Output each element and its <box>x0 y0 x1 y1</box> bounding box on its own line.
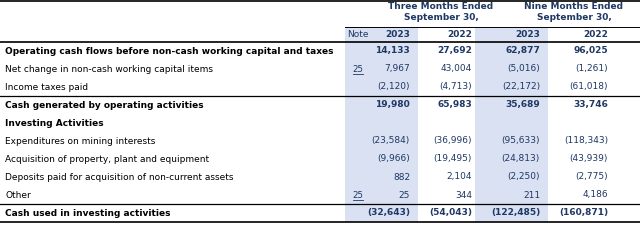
Bar <box>345 132 418 150</box>
Bar <box>345 150 418 168</box>
Text: Three Months Ended
September 30,: Three Months Ended September 30, <box>388 2 493 22</box>
Text: Other: Other <box>5 191 31 199</box>
Text: (32,643): (32,643) <box>367 208 410 218</box>
Text: (19,495): (19,495) <box>434 155 472 164</box>
Bar <box>345 96 418 114</box>
Text: (95,633): (95,633) <box>502 136 540 145</box>
Text: 2022: 2022 <box>583 30 608 39</box>
Text: 25: 25 <box>353 191 364 199</box>
Text: 882: 882 <box>393 172 410 182</box>
Bar <box>475 168 548 186</box>
Bar <box>475 27 548 42</box>
Text: Expenditures on mining interests: Expenditures on mining interests <box>5 136 156 145</box>
Text: (22,172): (22,172) <box>502 82 540 92</box>
Text: Cash generated by operating activities: Cash generated by operating activities <box>5 101 204 109</box>
Text: (9,966): (9,966) <box>377 155 410 164</box>
Bar <box>475 96 548 114</box>
Bar <box>345 60 418 78</box>
Bar <box>345 27 418 42</box>
Text: (36,996): (36,996) <box>433 136 472 145</box>
Text: (2,120): (2,120) <box>378 82 410 92</box>
Text: Cash used in investing activities: Cash used in investing activities <box>5 208 170 218</box>
Text: 2022: 2022 <box>447 30 472 39</box>
Text: Nine Months Ended
September 30,: Nine Months Ended September 30, <box>525 2 623 22</box>
Text: 2,104: 2,104 <box>447 172 472 182</box>
Bar <box>475 78 548 96</box>
Text: Operating cash flows before non-cash working capital and taxes: Operating cash flows before non-cash wor… <box>5 46 333 55</box>
Text: 33,746: 33,746 <box>573 101 608 109</box>
Text: (4,713): (4,713) <box>440 82 472 92</box>
Text: (1,261): (1,261) <box>575 65 608 74</box>
Text: Deposits paid for acquisition of non-current assets: Deposits paid for acquisition of non-cur… <box>5 172 234 182</box>
Text: (5,016): (5,016) <box>508 65 540 74</box>
Text: (54,043): (54,043) <box>429 208 472 218</box>
Bar <box>345 204 418 222</box>
Text: 35,689: 35,689 <box>505 101 540 109</box>
Bar <box>475 132 548 150</box>
Text: (118,343): (118,343) <box>564 136 608 145</box>
Text: Note: Note <box>348 30 369 39</box>
Text: (23,584): (23,584) <box>372 136 410 145</box>
Text: 14,133: 14,133 <box>375 46 410 55</box>
Text: 25: 25 <box>353 65 364 74</box>
Text: Investing Activities: Investing Activities <box>5 118 104 128</box>
Text: 4,186: 4,186 <box>582 191 608 199</box>
Text: (43,939): (43,939) <box>570 155 608 164</box>
Text: (24,813): (24,813) <box>502 155 540 164</box>
Text: (2,775): (2,775) <box>575 172 608 182</box>
Text: 65,983: 65,983 <box>437 101 472 109</box>
Bar <box>475 204 548 222</box>
Text: (2,250): (2,250) <box>508 172 540 182</box>
Bar <box>475 42 548 60</box>
Bar <box>345 186 418 204</box>
Text: 344: 344 <box>455 191 472 199</box>
Text: Net change in non-cash working capital items: Net change in non-cash working capital i… <box>5 65 213 74</box>
Text: 43,004: 43,004 <box>441 65 472 74</box>
Text: 19,980: 19,980 <box>375 101 410 109</box>
Text: 2023: 2023 <box>515 30 540 39</box>
Bar <box>345 78 418 96</box>
Text: 2023: 2023 <box>385 30 410 39</box>
Text: 7,967: 7,967 <box>384 65 410 74</box>
Bar <box>345 42 418 60</box>
Bar <box>475 186 548 204</box>
Bar <box>345 168 418 186</box>
Bar <box>345 114 418 132</box>
Text: 62,877: 62,877 <box>505 46 540 55</box>
Bar <box>475 60 548 78</box>
Text: (160,871): (160,871) <box>559 208 608 218</box>
Text: 96,025: 96,025 <box>573 46 608 55</box>
Text: Income taxes paid: Income taxes paid <box>5 82 88 92</box>
Text: 211: 211 <box>523 191 540 199</box>
Text: 25: 25 <box>399 191 410 199</box>
Text: (61,018): (61,018) <box>570 82 608 92</box>
Text: Acquisition of property, plant and equipment: Acquisition of property, plant and equip… <box>5 155 209 164</box>
Text: 27,692: 27,692 <box>437 46 472 55</box>
Bar <box>475 150 548 168</box>
Text: (122,485): (122,485) <box>491 208 540 218</box>
Bar <box>475 114 548 132</box>
